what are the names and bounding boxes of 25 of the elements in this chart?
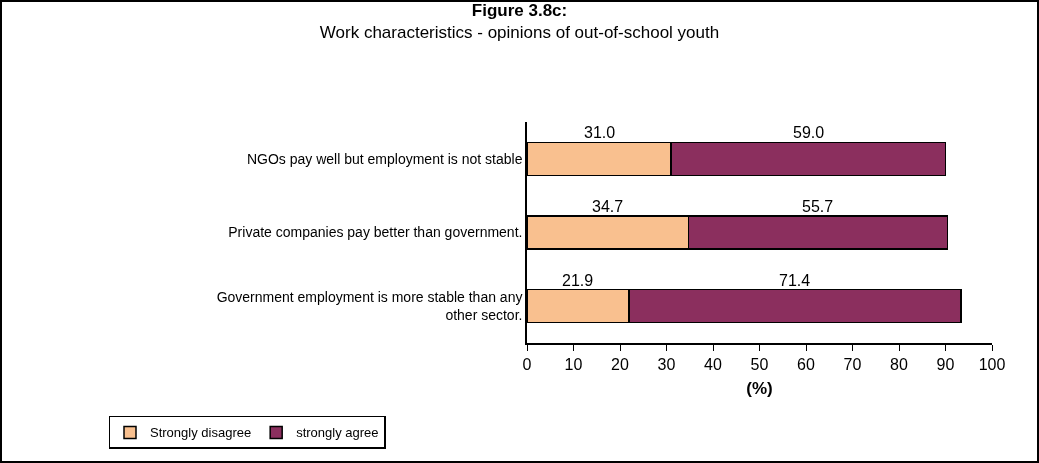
x-tick-label: 30	[657, 355, 676, 373]
chart-subtitle: Work characteristics - opinions of out-of-school youth	[319, 22, 720, 42]
x-tick-label: 10	[564, 355, 583, 373]
x-tick-label: 20	[611, 355, 629, 373]
data-label: 71.4	[779, 272, 811, 289]
y-tick-label: Government employment is more stable than any other sector.	[216, 288, 523, 324]
x-axis-title: (%)	[746, 378, 773, 398]
y-tick-label: Private companies pay better than government.	[228, 224, 523, 241]
x-tick-label: 50	[750, 355, 769, 373]
x-tick-label: 0	[522, 355, 532, 373]
y-tick-label: NGOs pay well but employment is not stable	[246, 150, 523, 167]
data-label: 21.9	[562, 272, 594, 289]
x-tick-label: 70	[843, 355, 862, 373]
chart-title: Figure 3.8c:	[471, 0, 568, 20]
legend-label: strongly agree	[296, 425, 379, 441]
data-label: 59.0	[793, 124, 825, 141]
x-tick-label: 80	[890, 355, 908, 373]
x-tick-label: 100	[978, 355, 1006, 373]
legend-label: Strongly disagree	[150, 425, 252, 441]
data-label: 34.7	[592, 198, 624, 215]
x-tick-label: 40	[704, 355, 722, 373]
data-label: 55.7	[802, 198, 834, 215]
data-label: 31.0	[584, 124, 616, 141]
x-tick-label: 60	[797, 355, 815, 373]
x-tick-label: 90	[936, 355, 955, 373]
